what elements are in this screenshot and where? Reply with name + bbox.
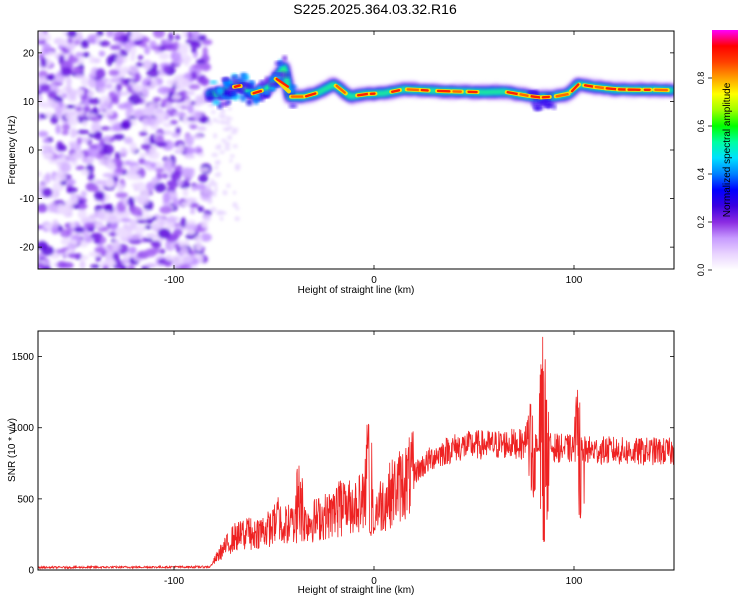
snr-y-tick-label: 1500: [12, 352, 35, 363]
heatmap-y-tick-label: -10: [20, 194, 35, 205]
colorbar-tick: 0.2: [696, 216, 712, 229]
snr-x-tick-label: 100: [566, 576, 583, 587]
heatmap-y-tick-label: 0: [28, 146, 34, 157]
colorbar-label: Normalized spectral amplitude: [722, 82, 733, 217]
snr-y-axis-label: SNR (10 * v/v): [7, 418, 18, 482]
heatmap-y-axis-label: Frequency (Hz): [7, 116, 18, 185]
colorbar-tick-label: 0.2: [696, 216, 706, 229]
heatmap-y-tick-label: 10: [23, 97, 35, 108]
colorbar-tick: 0.0: [696, 264, 712, 277]
heatmap-x-tick-label: -100: [164, 275, 184, 286]
heatmap-image: [33, 28, 674, 274]
figure-title: S225.2025.364.03.32.R16: [293, 1, 457, 17]
colorbar-tick: 0.6: [696, 120, 712, 133]
colorbar-tick-label: 0.6: [696, 120, 706, 133]
colorbar-tick: 0.4: [696, 168, 712, 181]
snr-y-tick-label: 0: [28, 566, 34, 577]
colorbar: 0.0 0.2 0.4 0.6 0.8 Normalized spectral ampl…: [696, 30, 738, 276]
snr-y-tick-label: 500: [17, 494, 34, 505]
heatmap-y-tick-label: -20: [20, 243, 35, 254]
snr-x-tick-label: -100: [164, 576, 184, 587]
colorbar-tick-label: 0.0: [696, 264, 706, 277]
colorbar-tick-label: 0.4: [696, 168, 706, 181]
snr-x-axis-label: Height of straight line (km): [298, 585, 415, 596]
colorbar-tick-label: 0.8: [696, 72, 706, 85]
heatmap-x-axis-label: Height of straight line (km): [298, 285, 415, 296]
heatmap-x-tick-label: 100: [566, 275, 583, 286]
heatmap-y-tick-label: 20: [23, 48, 35, 59]
colorbar-tick: 0.8: [696, 72, 712, 85]
colorbar-ticks: 0.0 0.2 0.4 0.6 0.8: [696, 72, 712, 277]
snr-series-line: [38, 337, 674, 569]
